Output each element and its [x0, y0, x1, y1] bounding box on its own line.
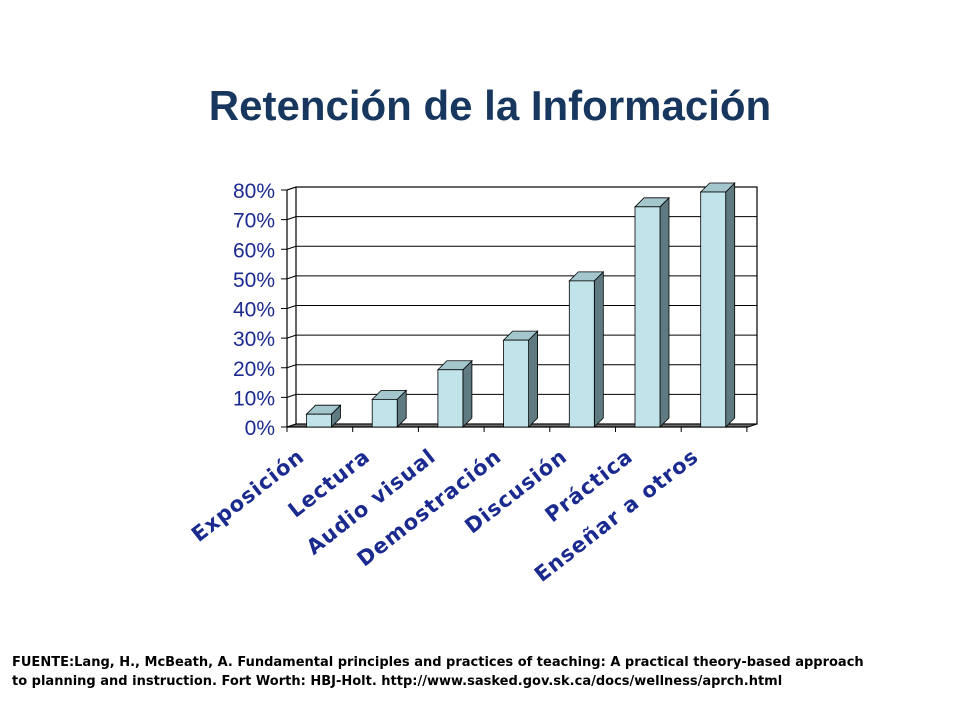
- bar-front: [634, 206, 661, 428]
- bar: [436, 359, 473, 428]
- gridline-depth: [286, 334, 297, 339]
- y-tick-label: 80%: [233, 180, 275, 203]
- bar-side: [462, 359, 473, 428]
- bar: [305, 404, 342, 428]
- source-line-2: to planning and instruction. Fort Worth:…: [12, 674, 783, 689]
- y-tick-label: 20%: [233, 358, 275, 381]
- slide-title: Retención de la Información: [208, 82, 772, 129]
- y-tick-label: 70%: [233, 210, 275, 233]
- y-tick-label: 0%: [245, 417, 275, 440]
- y-tick-label: 50%: [233, 269, 275, 292]
- source-line-1: FUENTE:Lang, H., McBeath, A. Fundamental…: [12, 655, 864, 670]
- bar: [699, 182, 736, 428]
- x-category-label: Exposición: [187, 444, 309, 547]
- bar-side: [659, 196, 670, 428]
- bar-front: [371, 398, 398, 428]
- side-wall-top: [286, 186, 297, 191]
- bar-chart: 0% 10% 20% 30% 40% 50% 60% 70% 80% ExposiciónLec…: [187, 180, 758, 587]
- gridline-depth: [286, 245, 297, 250]
- gridline-depth: [286, 275, 297, 280]
- gridline-depth: [286, 216, 297, 221]
- bar-front: [437, 369, 464, 428]
- bar-side: [725, 182, 736, 428]
- bar-front: [306, 413, 332, 428]
- bar-side: [593, 270, 604, 428]
- bar: [371, 389, 408, 428]
- gridline-depth: [286, 305, 297, 309]
- source-citation: FUENTE:Lang, H., McBeath, A. Fundamental…: [12, 653, 957, 691]
- y-tick-label: 10%: [233, 387, 275, 410]
- bar: [568, 270, 605, 428]
- bar-front: [568, 280, 595, 428]
- bar-front: [700, 191, 727, 428]
- bar-front: [503, 339, 530, 428]
- y-tick-label: 30%: [233, 328, 275, 351]
- bar-layer: [305, 182, 736, 428]
- gridline-depth: [286, 364, 297, 369]
- y-tick-label: 40%: [233, 299, 275, 322]
- y-tick-labels: 0% 10% 20% 30% 40% 50% 60% 70% 80%: [233, 180, 275, 440]
- bar: [502, 330, 539, 428]
- y-tick-label: 60%: [233, 239, 275, 262]
- bar-side: [528, 330, 538, 428]
- bar: [634, 196, 670, 428]
- gridline-depth: [286, 393, 297, 398]
